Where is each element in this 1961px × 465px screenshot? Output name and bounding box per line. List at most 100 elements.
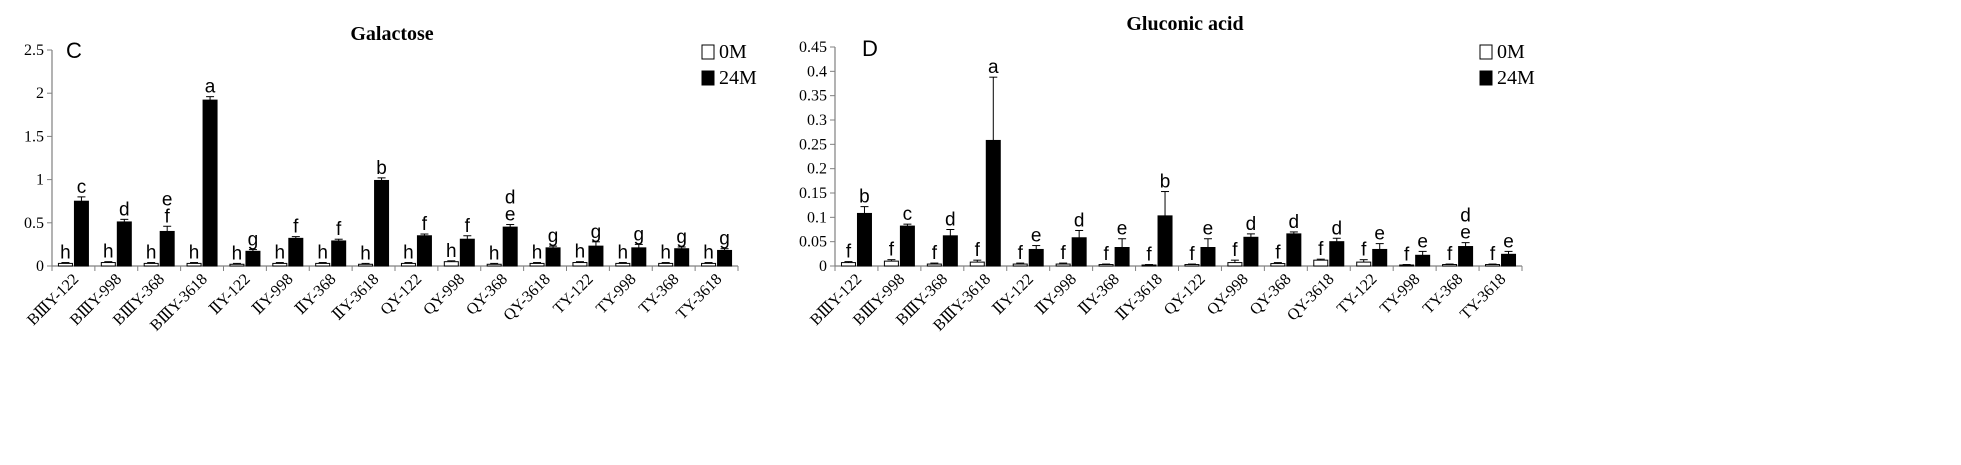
chart-title: Gluconic acid: [1126, 13, 1243, 35]
significance-letter: d: [1289, 212, 1300, 233]
significance-letter: h: [60, 243, 71, 264]
chart-title: Galactose: [350, 23, 433, 45]
bar: [443, 261, 459, 267]
y-tick-label: 0: [36, 258, 44, 275]
x-tick-label: ⅡY-998: [1033, 271, 1080, 318]
bar: [229, 263, 245, 267]
significance-letter: d: [1246, 214, 1257, 235]
significance-letter: h: [360, 243, 371, 264]
significance-letter: e: [1031, 226, 1042, 247]
significance-letter: h: [189, 243, 200, 264]
legend-label: 0M: [719, 41, 747, 63]
significance-letter: a: [988, 57, 999, 78]
bar: [1243, 236, 1259, 267]
significance-letter: h: [703, 243, 714, 264]
bar: [374, 179, 390, 267]
y-tick-label: 0.35: [799, 88, 827, 105]
bar: [717, 249, 733, 267]
bar: [400, 262, 416, 267]
bar: [159, 230, 175, 267]
significance-letter: h: [660, 243, 671, 264]
significance-letter: h: [232, 243, 243, 264]
significance-letter: h: [575, 242, 586, 263]
bar: [1071, 237, 1087, 267]
bar: [674, 248, 690, 267]
bar: [245, 250, 261, 267]
significance-letter: e: [1117, 219, 1128, 240]
significance-letter: g: [248, 230, 259, 251]
y-tick-label: 0.1: [807, 209, 827, 226]
bar: [272, 262, 288, 267]
significance-letter: a: [205, 77, 216, 98]
x-tick-label: ⅡY-3618: [329, 271, 382, 324]
significance-letter: f: [1447, 244, 1453, 265]
bar: [143, 262, 159, 267]
significance-letter: g: [634, 224, 645, 245]
significance-letter: f: [165, 206, 171, 227]
significance-letter: h: [103, 242, 114, 263]
bar: [331, 240, 347, 267]
significance-letter: c: [903, 204, 913, 225]
significance-letter: d: [1331, 218, 1342, 239]
x-tick-label: ⅡY-3618: [1113, 271, 1166, 324]
y-tick-label: 0.2: [807, 161, 827, 178]
significance-letter: d: [1460, 206, 1471, 227]
bar: [1114, 247, 1130, 267]
bar: [1157, 215, 1173, 267]
significance-letter: g: [719, 229, 730, 250]
x-tick-label: QY-3618: [500, 271, 554, 325]
x-tick-label: ⅡY-122: [990, 271, 1037, 318]
bar: [985, 139, 1001, 267]
panel-letter: D: [862, 36, 878, 61]
significance-letter: e: [162, 189, 173, 210]
significance-letter: f: [889, 240, 895, 261]
bar: [545, 247, 561, 267]
significance-letter: f: [1318, 239, 1324, 260]
significance-letter: h: [446, 241, 457, 262]
bar: [969, 261, 985, 267]
significance-letter: f: [1146, 245, 1152, 266]
significance-letter: h: [532, 243, 543, 264]
bar: [883, 260, 899, 267]
bar: [926, 263, 942, 267]
bar: [1286, 233, 1302, 267]
bar: [899, 225, 915, 267]
bar: [840, 262, 856, 267]
y-tick-label: 0.5: [24, 215, 44, 232]
significance-letter: f: [932, 243, 938, 264]
significance-letter: f: [1061, 243, 1067, 264]
y-tick-label: 1.5: [24, 128, 44, 145]
significance-letter: b: [859, 187, 870, 208]
significance-letter: f: [846, 242, 852, 263]
significance-letter: h: [146, 243, 157, 264]
legend-label: 24M: [719, 67, 757, 89]
significance-letter: f: [1490, 244, 1496, 265]
significance-letter: h: [403, 243, 414, 264]
significance-letter: e: [1374, 224, 1385, 245]
x-tick-label: TY-122: [550, 271, 597, 318]
y-tick-label: 0.4: [807, 63, 827, 80]
y-tick-label: 0.3: [807, 112, 827, 129]
bar: [1270, 263, 1286, 267]
significance-letter: h: [489, 243, 500, 264]
bar: [1415, 254, 1431, 267]
x-tick-label: TY-3618: [673, 271, 725, 323]
legend-label: 24M: [1497, 67, 1535, 89]
significance-letter: f: [1404, 245, 1410, 266]
significance-letter: e: [1203, 219, 1214, 240]
bar: [1501, 253, 1517, 267]
significance-letter: f: [336, 219, 342, 240]
bar: [942, 235, 958, 267]
bar: [1356, 261, 1372, 267]
x-tick-label: QY-3618: [1284, 271, 1338, 325]
significance-letter: f: [1232, 240, 1238, 261]
bar: [186, 262, 202, 267]
x-tick-label: TY-998: [593, 271, 640, 318]
bar: [288, 237, 304, 267]
legend-swatch: [1479, 44, 1493, 60]
bar: [1227, 262, 1243, 267]
bar: [1055, 263, 1071, 267]
bar: [856, 212, 872, 267]
y-tick-label: 2: [36, 85, 44, 102]
